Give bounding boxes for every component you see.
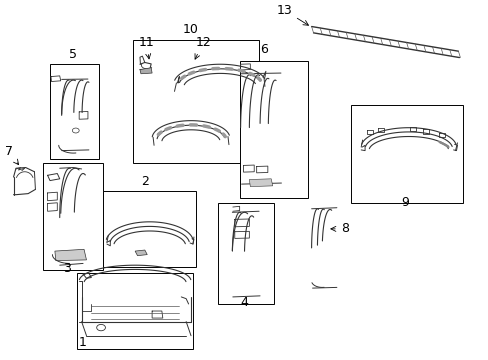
Polygon shape (140, 68, 152, 74)
Text: 2: 2 (141, 175, 148, 188)
Bar (77, 273, 193, 349)
Bar (217, 203, 273, 304)
Polygon shape (135, 250, 147, 256)
Text: 5: 5 (69, 48, 77, 61)
Polygon shape (249, 179, 272, 186)
Text: 9: 9 (400, 196, 408, 209)
Bar (239, 61, 307, 198)
Bar (132, 40, 259, 163)
Bar (103, 191, 196, 267)
Text: 4: 4 (240, 296, 248, 309)
Text: 8: 8 (330, 222, 348, 235)
Bar (50, 64, 99, 159)
Text: 7: 7 (5, 145, 19, 165)
Text: 11: 11 (138, 36, 154, 59)
Text: 3: 3 (63, 262, 71, 275)
Text: 12: 12 (195, 36, 211, 59)
Text: 13: 13 (276, 4, 308, 25)
Text: 1: 1 (79, 336, 86, 349)
Polygon shape (55, 249, 86, 261)
Bar (351, 105, 462, 203)
Text: 6: 6 (260, 43, 267, 56)
Bar (42, 163, 103, 270)
Text: 10: 10 (183, 23, 199, 36)
